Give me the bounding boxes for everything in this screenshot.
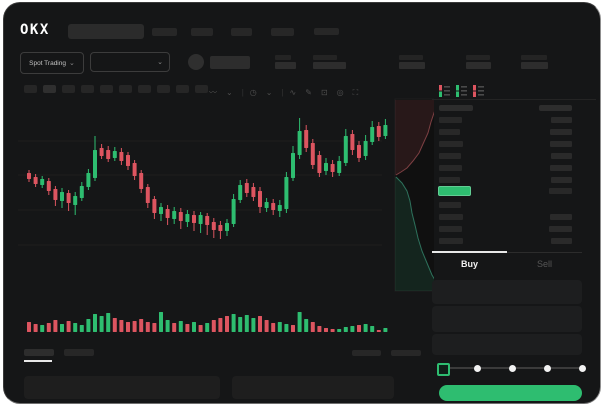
ticker-stat-label-0 xyxy=(275,55,291,60)
book-bids-icon[interactable] xyxy=(456,85,468,97)
book-asks-icon[interactable] xyxy=(473,85,485,97)
bid-row-1-price[interactable] xyxy=(439,214,463,220)
pair-name-placeholder xyxy=(210,56,250,69)
timeframe-button-8[interactable] xyxy=(176,85,189,93)
bid-row-2-amount xyxy=(549,226,572,232)
bid-row-3-price[interactable] xyxy=(439,238,463,244)
slider-stop-3[interactable] xyxy=(543,364,551,372)
nav-item-4[interactable] xyxy=(271,28,294,36)
ticker-stat-value-4 xyxy=(521,62,548,69)
amount-input[interactable] xyxy=(432,306,582,332)
ticker-stat-label-3 xyxy=(466,55,490,60)
chart-bottom-tab-active[interactable] xyxy=(24,349,54,356)
orderbook-divider xyxy=(432,99,596,100)
price-input[interactable] xyxy=(432,280,582,304)
ask-row-1-price[interactable] xyxy=(439,129,460,135)
ask-row-4-amount xyxy=(550,165,572,171)
slider-stop-2[interactable] xyxy=(508,364,516,372)
ticker-stat-label-4 xyxy=(521,55,547,60)
candlestick-chart[interactable] xyxy=(14,98,434,298)
draw-icon[interactable]: ✎ xyxy=(305,88,312,98)
market-selector-button[interactable]: Spot Trading ⌄ xyxy=(20,52,84,74)
ask-row-4-price[interactable] xyxy=(439,165,462,171)
chart-type-chevron-icon[interactable]: ⌄ xyxy=(226,88,233,98)
ask-row-3-amount xyxy=(551,153,572,159)
ask-row-0-price[interactable] xyxy=(439,117,462,123)
chart-type-icon[interactable]: 〰 xyxy=(209,88,217,98)
pair-avatar[interactable] xyxy=(188,54,204,70)
interval-chevron-icon[interactable]: ⌄ xyxy=(265,88,273,98)
toolbar-divider: | xyxy=(241,88,244,98)
chart-bottom-control-1[interactable] xyxy=(352,350,381,356)
bid-row-1-amount xyxy=(550,214,572,220)
active-tab-underline xyxy=(24,360,52,362)
sell-tab-label: Sell xyxy=(536,259,552,269)
chevron-down-icon: ⌄ xyxy=(157,58,163,66)
timeframe-button-9[interactable] xyxy=(195,85,208,93)
tab-sell[interactable]: Sell xyxy=(507,255,582,273)
ask-row-2-price[interactable] xyxy=(439,141,463,147)
bid-row-2-price[interactable] xyxy=(439,226,462,232)
ask-row-5-price[interactable] xyxy=(439,177,460,183)
last-price-badge[interactable] xyxy=(438,186,471,196)
timeframe-button-2[interactable] xyxy=(62,85,75,93)
timeframe-button-3[interactable] xyxy=(81,85,94,93)
timeframe-button-7[interactable] xyxy=(157,85,170,93)
ask-row-1-amount xyxy=(550,129,572,135)
ticker-stat-value-3 xyxy=(466,62,491,69)
total-input[interactable] xyxy=(432,334,582,355)
ticker-stat-value-1 xyxy=(313,62,346,69)
slider-stop-1[interactable] xyxy=(473,364,481,372)
chart-bottom-control-2[interactable] xyxy=(391,350,421,356)
trading-app-window: OKX Spot Trading ⌄ ⌄ 〰 ⌄ | ◷ ⌄ | ∿ ✎ ⊡ ◎ ⛶ Buy Sel… xyxy=(3,2,601,404)
chart-bottom-tab[interactable] xyxy=(64,349,94,356)
ticker-stat-value-0 xyxy=(275,62,296,69)
bottom-panel-row-2 xyxy=(232,376,394,399)
bid-row-0-price[interactable] xyxy=(439,202,461,208)
orderbook-header-amount xyxy=(539,105,572,111)
slider-handle[interactable] xyxy=(437,363,450,376)
nav-item-1[interactable] xyxy=(152,28,177,36)
trade-tabs-divider xyxy=(432,252,582,253)
toolbar-divider: | xyxy=(281,88,284,98)
search-input[interactable] xyxy=(68,24,144,39)
fullscreen-icon[interactable]: ⛶ xyxy=(352,87,359,97)
bid-row-3-amount xyxy=(551,238,572,244)
timeframe-button-1[interactable] xyxy=(43,85,56,93)
volume-chart xyxy=(27,312,388,332)
nav-item-2[interactable] xyxy=(191,28,213,36)
orderbook-header-price xyxy=(439,105,473,111)
nav-item-5[interactable] xyxy=(314,28,339,35)
ticker-stat-value-2 xyxy=(399,62,425,69)
screenshot-icon[interactable]: ⊡ xyxy=(320,88,328,98)
timeframe-button-6[interactable] xyxy=(138,85,151,93)
market-selector-label: Spot Trading xyxy=(29,59,66,67)
buy-tab-indicator xyxy=(432,251,507,253)
settings-icon[interactable]: ◎ xyxy=(336,88,344,98)
timeframe-button-0[interactable] xyxy=(24,85,37,93)
buy-submit-button[interactable] xyxy=(439,385,582,401)
ticker-stat-label-2 xyxy=(399,55,423,60)
ask-row-0-amount xyxy=(551,117,572,123)
slider-stop-4[interactable] xyxy=(578,364,586,372)
ask-row-3-price[interactable] xyxy=(439,153,461,159)
book-both-icon[interactable] xyxy=(439,85,451,97)
ask-row-2-amount xyxy=(550,141,572,147)
last-price-amount-placeholder xyxy=(549,188,572,194)
pair-selector-dropdown[interactable]: ⌄ xyxy=(90,52,170,72)
ticker-stat-label-1 xyxy=(313,55,337,60)
bottom-panel-row-1 xyxy=(24,376,220,399)
ask-row-5-amount xyxy=(551,177,572,183)
okx-logo[interactable]: OKX xyxy=(20,22,50,38)
buy-tab-label: Buy xyxy=(460,259,478,269)
timeframe-button-5[interactable] xyxy=(119,85,132,93)
chevron-down-icon: ⌄ xyxy=(68,59,75,67)
timeframe-button-4[interactable] xyxy=(100,85,113,93)
indicators-icon[interactable]: ∿ xyxy=(289,88,297,98)
nav-item-3[interactable] xyxy=(231,28,252,36)
chart-tool-icons: 〰 ⌄ | ◷ ⌄ | ∿ ✎ ⊡ ◎ ⛶ xyxy=(209,84,367,98)
tab-buy[interactable]: Buy xyxy=(432,255,507,273)
interval-icon[interactable]: ◷ xyxy=(249,88,257,98)
